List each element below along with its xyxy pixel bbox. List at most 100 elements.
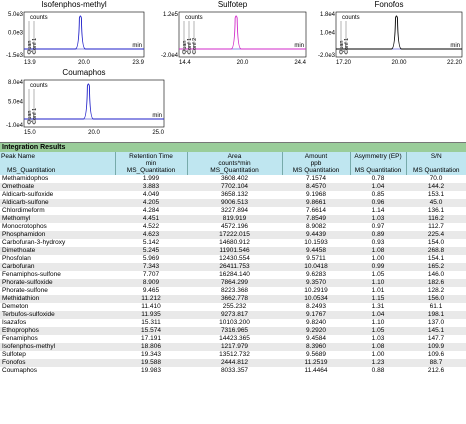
- column-header-area[interactable]: Area counts*min MS_Quantitation: [187, 152, 283, 175]
- legend-counts: counts: [185, 15, 203, 21]
- table-row[interactable]: Omethoate 3.883 7702.104 8.4570 1.04 144.2: [0, 183, 466, 191]
- peak-name-cell: Sulfotep: [0, 351, 115, 359]
- y-tick-label: -2.0e3: [318, 53, 336, 59]
- amount-cell: 9.5689: [282, 351, 350, 359]
- table-row[interactable]: Phosphamidon 4.623 17222.015 9.4439 0.89 225.…: [0, 231, 466, 239]
- table-row[interactable]: Methamidophos 1.999 3608.402 7.1574 0.78 70.0: [0, 175, 466, 183]
- table-row[interactable]: Carbofuran 7.343 26411.753 10.0418 0.99 165.2: [0, 263, 466, 271]
- retention-time-cell: 18.806: [115, 343, 187, 351]
- table-row[interactable]: Monocrotophos 4.522 4572.196 8.9082 0.97 112.…: [0, 223, 466, 231]
- table-row[interactable]: Sulfotep 19.343 13512.732 9.5689 1.00 109.6: [0, 351, 466, 359]
- legend-trace-label: Conf 1: [187, 38, 193, 54]
- chromatogram-coumaphos: Coumaphos 8.0e4 5.0e4 -1.0e4 15.0 20.0 25.0 mi…: [0, 68, 168, 140]
- legend-counts: counts: [30, 15, 48, 21]
- amount-cell: 9.8661: [282, 199, 350, 207]
- asymmetry-cell: 0.99: [350, 263, 406, 271]
- table-row[interactable]: Terbufos-sulfoxide 11.935 9273.817 9.1767 1.…: [0, 311, 466, 319]
- table-row[interactable]: Ethoprophos 15.574 7316.965 9.2920 1.05 145.1: [0, 327, 466, 335]
- amount-cell: 7.6614: [282, 207, 350, 215]
- column-header-amount[interactable]: Amount ppb MS Quantitation: [282, 152, 351, 175]
- retention-time-cell: 4.284: [115, 207, 187, 215]
- y-tick-label: -1.5e3: [6, 53, 24, 59]
- peak-name-cell: Terbufos-sulfoxide: [0, 311, 115, 319]
- table-row[interactable]: Methomyl 4.451 819.919 7.8549 1.03 116.2: [0, 215, 466, 223]
- amount-cell: 7.1574: [282, 175, 350, 183]
- retention-time-cell: 3.883: [115, 183, 187, 191]
- amount-cell: 8.4570: [282, 183, 350, 191]
- x-tick-label: 24.4: [294, 60, 306, 66]
- peak-name-cell: Fenamiphos: [0, 335, 115, 343]
- column-header-peak-name[interactable]: Peak Name MS_Quantitation: [0, 152, 116, 175]
- retention-time-cell: 15.311: [115, 319, 187, 327]
- amount-cell: 9.3570: [282, 279, 350, 287]
- column-header-asymmetry[interactable]: Asymmetry (EP) MS Quantitation: [350, 152, 407, 175]
- area-cell: 8033.357: [187, 367, 282, 375]
- table-row[interactable]: Isofenphos-methyl 18.806 1217.979 8.3960 1.0…: [0, 343, 466, 351]
- area-cell: 3662.778: [187, 295, 282, 303]
- area-cell: 819.919: [187, 215, 282, 223]
- table-row[interactable]: Phorate-sulfoxide 8.909 7864.299 9.3570 1.10…: [0, 279, 466, 287]
- table-row[interactable]: Methidathion 11.212 3662.778 10.0534 1.15 156…: [0, 295, 466, 303]
- table-row[interactable]: Phosfolan 5.969 12430.554 9.5711 1.00 154.1: [0, 255, 466, 263]
- asymmetry-cell: 1.01: [350, 287, 406, 295]
- y-tick-label: 1.2e5: [163, 12, 179, 18]
- amount-cell: 10.0534: [282, 295, 350, 303]
- table-row[interactable]: Fenamiphos 17.191 14423.365 9.4584 1.03 147.7: [0, 335, 466, 343]
- column-header-sn[interactable]: S/N MS Quantitation: [406, 152, 466, 175]
- table-row[interactable]: Fonofos 19.588 2444.812 11.2519 1.23 88.7: [0, 359, 466, 367]
- y-tick-label: -1.0e4: [6, 123, 24, 129]
- table-row[interactable]: Isazafos 15.311 10103.200 9.8240 1.10 137.0: [0, 319, 466, 327]
- asymmetry-cell: 1.23: [350, 359, 406, 367]
- sn-cell: 165.2: [406, 263, 466, 271]
- table-row[interactable]: Aldicarb-sulfone 4.205 9006.513 9.8661 0.96 4…: [0, 199, 466, 207]
- asymmetry-cell: 1.05: [350, 327, 406, 335]
- table-row[interactable]: Phorate-sulfone 9.465 8223.368 10.2919 1.01 1…: [0, 287, 466, 295]
- amount-cell: 9.8240: [282, 319, 350, 327]
- table-row[interactable]: Chlordimeform 4.284 3227.894 7.6614 1.14 136.…: [0, 207, 466, 215]
- retention-time-cell: 4.205: [115, 199, 187, 207]
- retention-time-cell: 4.623: [115, 231, 187, 239]
- asymmetry-cell: 1.03: [350, 335, 406, 343]
- chromatogram-fonofos: Fonofos 1.8e4 1.0e4 -2.0e3 17.20 20.00 22.20 m…: [312, 0, 466, 70]
- chromatogram-sulfotep: Sulfotep 1.2e5 -2.0e4 14.4 20.0 24.4 min count…: [155, 0, 310, 70]
- asymmetry-cell: 0.78: [350, 175, 406, 183]
- peak-name-cell: Carbofuran-3-hydroxy: [0, 239, 115, 247]
- sn-cell: 112.7: [406, 223, 466, 231]
- y-tick-label: 1.8e4: [320, 12, 336, 18]
- retention-time-cell: 11.410: [115, 303, 187, 311]
- table-row[interactable]: Coumaphos 19.983 8033.357 11.4464 0.88 212.6: [0, 367, 466, 375]
- retention-time-cell: 4.451: [115, 215, 187, 223]
- area-cell: 12430.554: [187, 255, 282, 263]
- table-row[interactable]: Fenamiphos-sulfone 7.707 16284.140 9.6283 1.…: [0, 271, 466, 279]
- sn-cell: 70.0: [406, 175, 466, 183]
- area-cell: 3227.894: [187, 207, 282, 215]
- table-row[interactable]: Demeton 11.410 255.232 8.2493 1.31 61.1: [0, 303, 466, 311]
- table-row[interactable]: Aldicarb-sulfoxide 4.049 3658.132 9.1968 0.8…: [0, 191, 466, 199]
- area-cell: 1217.979: [187, 343, 282, 351]
- asymmetry-cell: 1.05: [350, 271, 406, 279]
- column-header-row: Peak Name MS_Quantitation Retention Time…: [0, 152, 466, 175]
- peak-name-cell: Isofenphos-methyl: [0, 343, 115, 351]
- x-tick-label: 20.0: [237, 60, 249, 66]
- amount-cell: 7.8549: [282, 215, 350, 223]
- plot-frame: [178, 11, 307, 58]
- peak-name-cell: Monocrotophos: [0, 223, 115, 231]
- legend-trace-label: Quan: [27, 41, 33, 54]
- column-header-retention-time[interactable]: Retention Time min MS_Quantitation: [115, 152, 188, 175]
- area-cell: 9006.513: [187, 199, 282, 207]
- peak-name-cell: Ethoprophos: [0, 327, 115, 335]
- amount-cell: 9.2920: [282, 327, 350, 335]
- peak-name-cell: Phosphamidon: [0, 231, 115, 239]
- table-row[interactable]: Carbofuran-3-hydroxy 5.142 14680.912 10.159…: [0, 239, 466, 247]
- table-row[interactable]: Dimethoate 5.245 11901.546 9.4458 1.08 268.8: [0, 247, 466, 255]
- retention-time-cell: 19.343: [115, 351, 187, 359]
- amount-cell: 10.0418: [282, 263, 350, 271]
- peak-name-cell: Phosfolan: [0, 255, 115, 263]
- sn-cell: 156.0: [406, 295, 466, 303]
- sn-cell: 225.4: [406, 231, 466, 239]
- area-cell: 9273.817: [187, 311, 282, 319]
- chromatogram-title: Fonofos: [374, 0, 404, 9]
